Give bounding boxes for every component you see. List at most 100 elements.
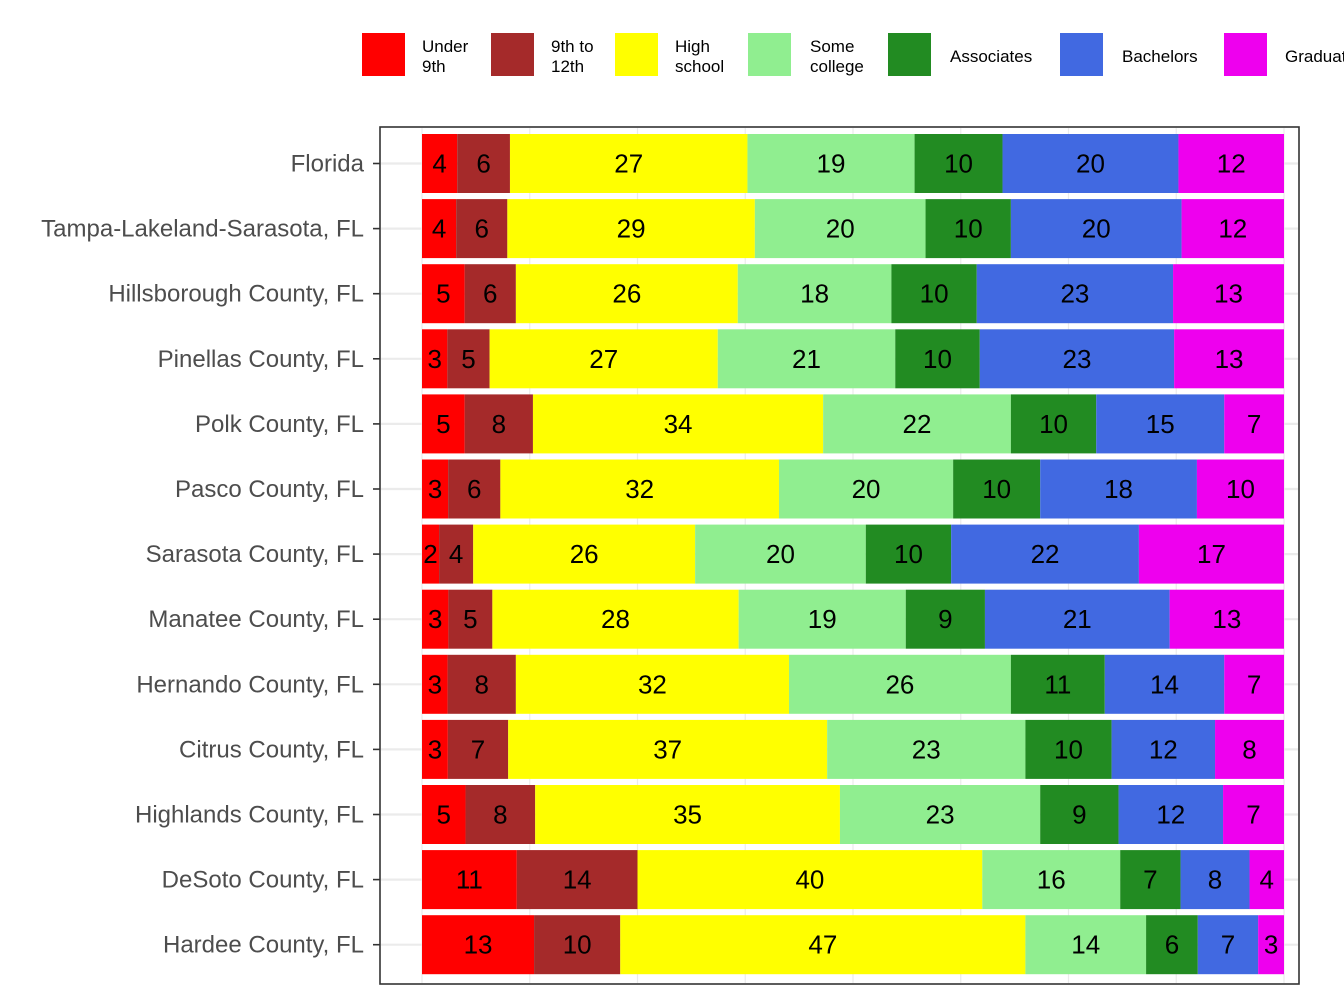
value-label: 6: [476, 149, 490, 179]
bar-citrus-county-fl-associates: [1025, 719, 1112, 779]
bar-sarasota-county-fl-9th-to-12th: [439, 524, 474, 584]
legend-key: [491, 33, 534, 76]
value-label: 19: [817, 149, 846, 179]
value-label: 9: [1072, 800, 1086, 830]
value-label: 6: [1165, 930, 1179, 960]
value-label: 11: [456, 865, 483, 895]
bar-manatee-county-fl-9th-to-12th: [448, 589, 493, 649]
value-label: 3: [1264, 930, 1278, 960]
bar-sarasota-county-fl-under-9th: [422, 524, 440, 584]
value-label: 10: [1226, 474, 1255, 504]
value-label: 14: [1071, 930, 1100, 960]
value-label: 26: [885, 669, 914, 699]
bar-hernando-county-fl-some-college: [788, 654, 1011, 714]
bar-citrus-county-fl-high-school: [508, 719, 828, 779]
bar-hillsborough-county-fl-bachelors: [976, 264, 1174, 324]
value-label: 10: [563, 930, 592, 960]
legend-item-some-college: Some college: [748, 33, 864, 76]
bar-hillsborough-county-fl-associates: [891, 264, 977, 324]
value-label: 8: [1242, 734, 1256, 764]
y-tick-label: Citrus County, FL: [179, 736, 364, 763]
bar-highlands-county-fl-high-school: [535, 785, 840, 844]
bar-manatee-county-fl-bachelors: [984, 589, 1170, 649]
bar-hillsborough-county-fl-9th-to-12th: [464, 264, 516, 324]
value-label: 37: [653, 734, 682, 764]
legend-item-high-school: High school: [615, 33, 724, 76]
bar-hernando-county-fl-9th-to-12th: [447, 654, 516, 714]
value-label: 23: [1062, 344, 1091, 374]
bar-polk-county-fl-9th-to-12th: [464, 394, 533, 454]
bar-highlands-county-fl-bachelors: [1118, 785, 1224, 844]
legend-key: [1224, 33, 1267, 76]
value-label: 22: [1031, 539, 1060, 569]
legend-item-under-9th: Under 9th: [362, 33, 469, 76]
legend-key: [1060, 33, 1103, 76]
bar-manatee-county-fl-under-9th: [422, 589, 449, 649]
y-axis: Florida Tampa-Lakeland-Sarasota, FL Hillsb…: [41, 151, 380, 959]
bar-hillsborough-county-fl-high-school: [515, 264, 738, 324]
bar-hardee-county-fl-graduate: [1258, 915, 1284, 975]
y-tick-label: Tampa-Lakeland-Sarasota, FL: [41, 216, 364, 243]
value-label: 3: [427, 344, 441, 374]
bar-polk-county-fl-bachelors: [1096, 394, 1225, 454]
legend-item-associates: Associates: [888, 33, 1032, 76]
legend-item-bachelors: Bachelors: [1060, 33, 1198, 76]
value-label: 35: [673, 800, 702, 830]
bar-pasco-county-fl-graduate: [1196, 459, 1284, 519]
value-label: 20: [852, 474, 881, 504]
legend-key: [888, 33, 931, 76]
bar-tampa-lakeland-sarasota-fl-under-9th: [422, 199, 457, 259]
value-label: 5: [437, 800, 451, 830]
value-label: 20: [1076, 149, 1105, 179]
bar-hillsborough-county-fl-some-college: [737, 264, 892, 324]
value-label: 23: [912, 734, 941, 764]
value-label: 3: [428, 474, 442, 504]
legend-label: Some college: [810, 37, 864, 76]
bar-tampa-lakeland-sarasota-fl-9th-to-12th: [456, 199, 508, 259]
value-label: 13: [464, 930, 493, 960]
bar-manatee-county-fl-graduate: [1169, 589, 1284, 649]
bar-florida-9th-to-12th: [457, 134, 510, 193]
bar-pasco-county-fl-under-9th: [422, 459, 449, 519]
value-label: 4: [449, 539, 463, 569]
value-label: 8: [1208, 865, 1222, 895]
value-label: 32: [625, 474, 654, 504]
value-label: 6: [483, 279, 497, 309]
value-label: 14: [563, 865, 592, 895]
value-label: 10: [944, 149, 973, 179]
bar-florida-high-school: [509, 134, 748, 193]
bar-hardee-county-fl-high-school: [620, 915, 1026, 975]
value-label: 10: [923, 344, 952, 374]
value-label: 28: [601, 604, 630, 634]
bar-highlands-county-fl-under-9th: [422, 785, 466, 844]
value-label: 10: [1039, 409, 1068, 439]
value-label: 10: [894, 539, 923, 569]
bar-hillsborough-county-fl-under-9th: [422, 264, 465, 324]
legend-item-9th-to-12th: 9th to 12th: [491, 33, 594, 76]
legend: Under 9th 9th to 12th High school Some college A…: [362, 33, 1344, 76]
bar-highlands-county-fl-9th-to-12th: [465, 785, 536, 844]
bar-pinellas-county-fl-high-school: [489, 329, 718, 389]
bar-pinellas-county-fl-9th-to-12th: [447, 329, 490, 389]
bar-pinellas-county-fl-under-9th: [422, 329, 448, 389]
legend-key: [362, 33, 405, 76]
value-label: 18: [1104, 474, 1133, 504]
value-label: 20: [766, 539, 795, 569]
bar-hernando-county-fl-bachelors: [1104, 654, 1225, 714]
bar-hardee-county-fl-9th-to-12th: [534, 915, 621, 975]
bar-citrus-county-fl-bachelors: [1111, 719, 1216, 779]
y-tick-label: DeSoto County, FL: [162, 867, 364, 894]
value-label: 10: [954, 214, 983, 244]
bar-pasco-county-fl-bachelors: [1040, 459, 1197, 519]
value-label: 3: [428, 669, 442, 699]
value-label: 8: [493, 800, 507, 830]
value-label: 13: [1212, 604, 1241, 634]
value-label: 13: [1215, 344, 1244, 374]
bar-florida-associates: [914, 134, 1003, 193]
value-label: 40: [795, 865, 824, 895]
bar-desoto-county-fl-high-school: [637, 850, 983, 910]
bar-desoto-county-fl-graduate: [1249, 850, 1284, 910]
bar-tampa-lakeland-sarasota-fl-high-school: [507, 199, 755, 259]
value-label: 26: [612, 279, 641, 309]
